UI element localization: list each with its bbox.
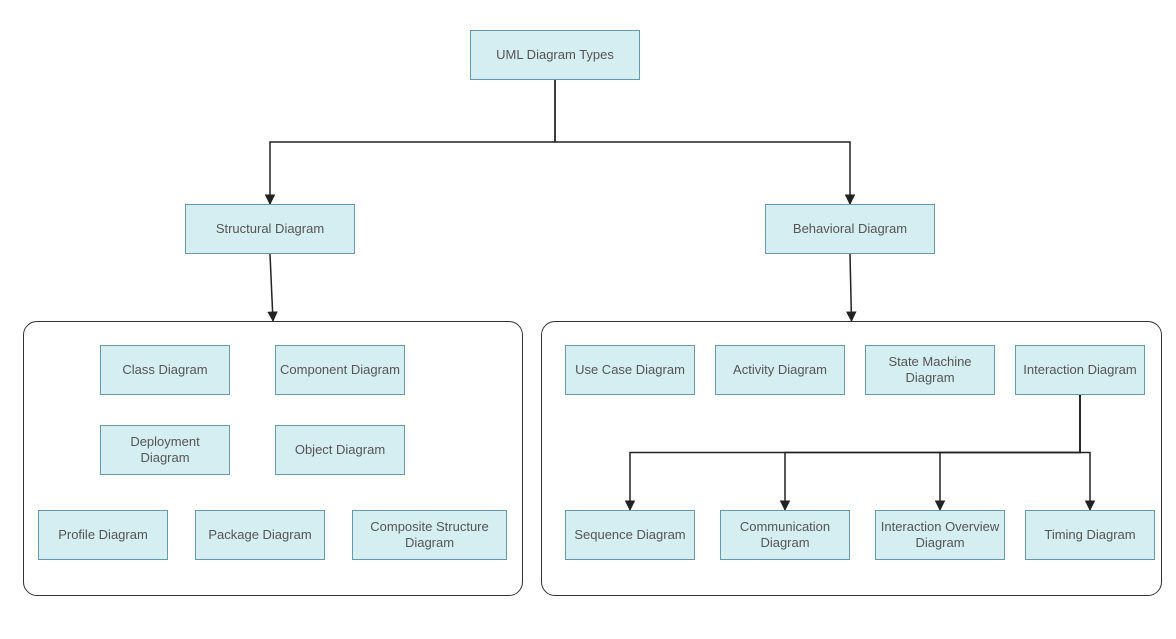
node-root: UML Diagram Types	[470, 30, 640, 80]
node-activity: Activity Diagram	[715, 345, 845, 395]
node-sequence: Sequence Diagram	[565, 510, 695, 560]
node-label: Interaction Overview Diagram	[880, 519, 1000, 552]
node-label: Behavioral Diagram	[793, 221, 907, 237]
node-label: State Machine Diagram	[870, 354, 990, 387]
node-deployment: Deployment Diagram	[100, 425, 230, 475]
node-label: Communication Diagram	[725, 519, 845, 552]
node-package: Package Diagram	[195, 510, 325, 560]
node-interaction: Interaction Diagram	[1015, 345, 1145, 395]
node-label: Package Diagram	[208, 527, 311, 543]
node-label: Interaction Diagram	[1023, 362, 1136, 378]
node-component: Component Diagram	[275, 345, 405, 395]
node-ioverview: Interaction Overview Diagram	[875, 510, 1005, 560]
node-label: Object Diagram	[295, 442, 385, 458]
node-label: Class Diagram	[122, 362, 207, 378]
node-label: Profile Diagram	[58, 527, 148, 543]
node-composite: Composite Structure Diagram	[352, 510, 507, 560]
node-label: UML Diagram Types	[496, 47, 614, 63]
node-timing: Timing Diagram	[1025, 510, 1155, 560]
node-object: Object Diagram	[275, 425, 405, 475]
node-label: Composite Structure Diagram	[357, 519, 502, 552]
node-label: Activity Diagram	[733, 362, 827, 378]
node-structural: Structural Diagram	[185, 204, 355, 254]
node-label: Structural Diagram	[216, 221, 324, 237]
node-label: Deployment Diagram	[105, 434, 225, 467]
node-profile: Profile Diagram	[38, 510, 168, 560]
node-label: Sequence Diagram	[574, 527, 685, 543]
node-label: Use Case Diagram	[575, 362, 685, 378]
node-label: Component Diagram	[280, 362, 400, 378]
node-statemachine: State Machine Diagram	[865, 345, 995, 395]
node-communication: Communication Diagram	[720, 510, 850, 560]
node-usecase: Use Case Diagram	[565, 345, 695, 395]
node-behavioral: Behavioral Diagram	[765, 204, 935, 254]
node-class: Class Diagram	[100, 345, 230, 395]
node-label: Timing Diagram	[1044, 527, 1135, 543]
